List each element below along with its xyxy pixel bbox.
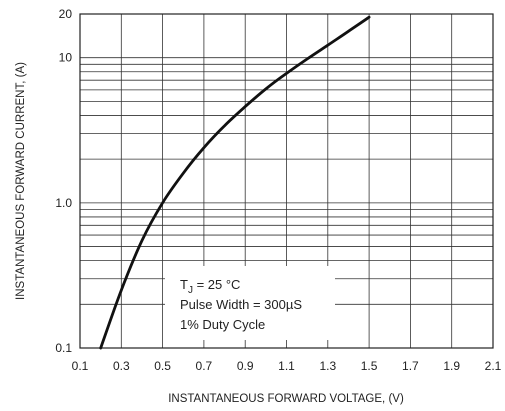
y-tick-label: 10	[59, 51, 73, 65]
x-tick-label: 0.5	[154, 359, 171, 373]
annotation-pulse-width: Pulse Width = 300µS	[180, 297, 302, 312]
plot-frame	[79, 13, 494, 349]
y-tick-label: 0.1	[55, 341, 72, 355]
x-tick-label: 1.7	[402, 359, 419, 373]
series-line	[99, 15, 371, 350]
x-tick-label: 0.7	[196, 359, 213, 373]
x-tick-label: 0.3	[113, 359, 130, 373]
x-tick-label: 1.1	[278, 359, 295, 373]
x-tick-labels: 0.1 0.3 0.5 0.7 0.9 1.1 1.3 1.5 1.7 1.9 2.1	[72, 359, 502, 373]
x-tick-label: 0.1	[72, 359, 89, 373]
y-tick-label: 20	[59, 7, 73, 21]
x-tick-label: 2.1	[485, 359, 502, 373]
y-tick-label: 1.0	[55, 196, 72, 210]
annotation-temperature: TJ = 25 °C	[180, 277, 240, 296]
x-tick-label: 0.9	[237, 359, 254, 373]
y-tick-labels: 0.1 1.0 10 20	[55, 7, 72, 355]
x-tick-label: 1.9	[443, 359, 460, 373]
x-axis-title: INSTANTANEOUS FORWARD VOLTAGE, (V)	[168, 393, 404, 405]
annotation-box	[165, 266, 335, 340]
x-tick-label: 1.5	[361, 359, 378, 373]
y-axis-title: INSTANTANEOUS FORWARD CURRENT, (A)	[15, 62, 27, 300]
annotation-duty-cycle: 1% Duty Cycle	[180, 317, 265, 332]
x-tick-label: 1.3	[319, 359, 336, 373]
